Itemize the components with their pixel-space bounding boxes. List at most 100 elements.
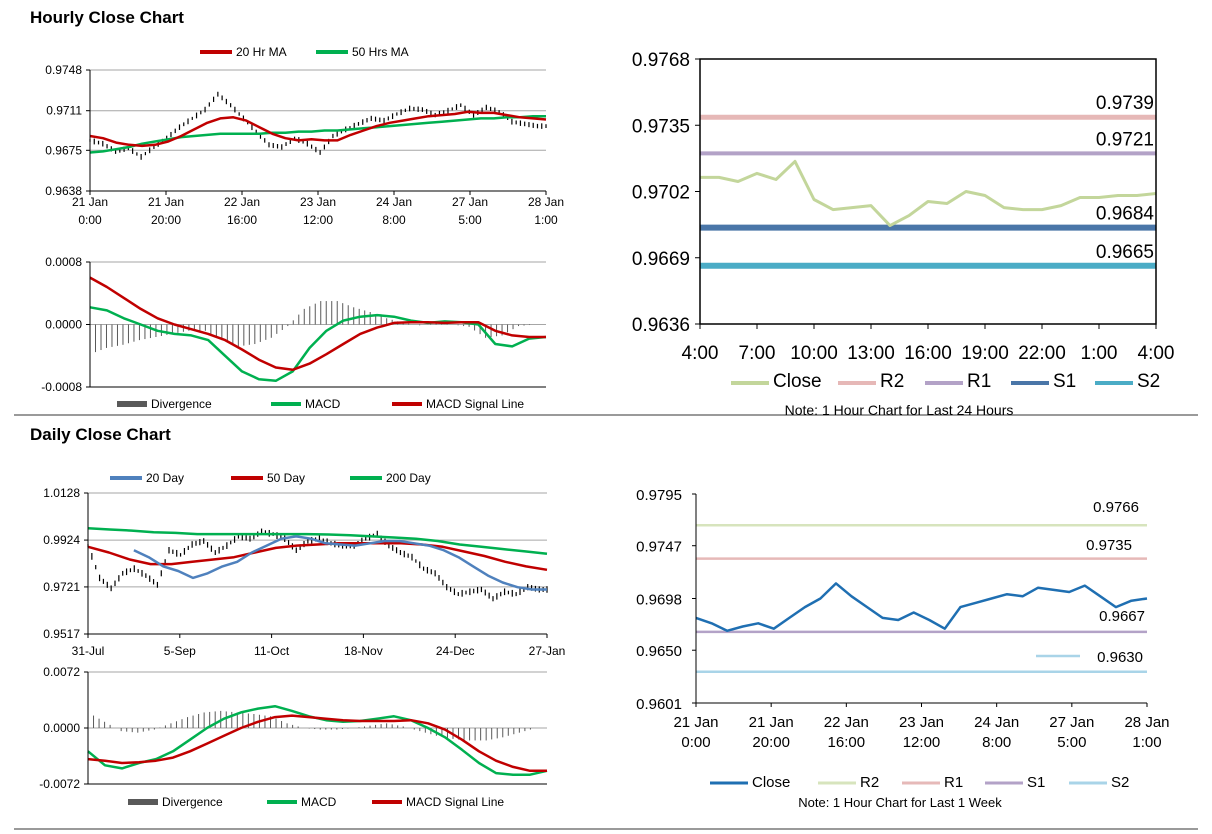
levels-24h-y-tick-label: 0.9702	[632, 183, 690, 204]
week-level-label-s1: 0.9667	[1099, 608, 1145, 625]
levels-week-close-line	[695, 582, 1148, 633]
levels-week-x-tick-label: 21 Jan	[749, 714, 794, 731]
hourly-macd-y-tick-label: 0.0000	[45, 318, 82, 332]
hourly-price-x-tick-label: 5:00	[458, 213, 482, 227]
levels-24h-x-tick-label: 10:00	[790, 343, 838, 364]
daily-macd-y-tick-label: 0.0000	[43, 721, 80, 735]
levels-week-y-tick-label: 0.9698	[636, 592, 682, 609]
daily-price-y-tick-label: 0.9721	[43, 580, 80, 594]
levels-week-y-tick-label: 0.9650	[636, 643, 682, 660]
levels-week-y-tick-label: 0.9601	[636, 696, 682, 713]
levels-24h-legend-label: R2	[880, 371, 904, 392]
daily-price-x-tick-label: 5-Sep	[164, 644, 196, 658]
levels-week-x-tick-label: 27 Jan	[1049, 714, 1094, 731]
hourly-ma50-line	[89, 114, 546, 154]
hourly-macd-y-tick-label: 0.0008	[45, 255, 82, 269]
levels-week-legend-label: Close	[752, 774, 790, 791]
hourly-price-legend-label: 50 Hrs MA	[352, 45, 409, 59]
hourly-price-x-tick-label: 21 Jan	[72, 195, 108, 209]
hourly-macd-y-tick-label: -0.0008	[41, 380, 82, 394]
levels-24h-y-tick-label: 0.9636	[632, 315, 690, 336]
levels-24h-x-tick-label: 22:00	[1018, 343, 1066, 364]
week-level-label-r2: 0.9766	[1093, 499, 1139, 516]
level-label-s1: 0.9684	[1096, 204, 1155, 225]
hourly-macd-legend-label: Divergence	[151, 397, 212, 411]
hourly-price-x-tick-label: 28 Jan	[528, 195, 564, 209]
levels-24h-x-tick-label: 13:00	[847, 343, 895, 364]
levels-week-x-tick-label: 28 Jan	[1124, 714, 1169, 731]
daily-price-x-tick-label: 11-Oct	[254, 644, 290, 658]
daily-macd-legend-label: MACD Signal Line	[406, 795, 504, 809]
levels-week-x-tick-label: 22 Jan	[824, 714, 869, 731]
levels-24h-close-line	[700, 159, 1157, 228]
hourly-ma20-line	[89, 110, 547, 148]
hourly-price-x-tick-label: 22 Jan	[224, 195, 260, 209]
bottom-divider	[14, 828, 1198, 830]
levels-week-x-tick-label: 16:00	[828, 734, 866, 751]
levels-24h-legend-label: S1	[1053, 371, 1076, 392]
levels-week-y-tick-label: 0.9747	[636, 539, 682, 556]
level-label-r1: 0.9721	[1096, 129, 1154, 150]
hourly-price-y-tick-label: 0.9675	[45, 143, 82, 157]
levels-week-note: Note: 1 Hour Chart for Last 1 Week	[798, 795, 1002, 810]
levels-24h-x-tick-label: 4:00	[682, 343, 719, 364]
levels-24h-note: Note: 1 Hour Chart for Last 24 Hours	[785, 402, 1014, 418]
week-level-label-r1: 0.9735	[1086, 537, 1132, 554]
levels-24h-x-tick-label: 19:00	[961, 343, 1009, 364]
levels-week-legend-label: S1	[1027, 774, 1045, 791]
levels-week-legend-label: R1	[944, 774, 963, 791]
daily-price-y-tick-label: 0.9517	[43, 627, 80, 641]
hourly-price-x-tick-label: 21 Jan	[148, 195, 184, 209]
levels-24h-frame	[699, 58, 1157, 325]
daily-macd-y-tick-label: 0.0072	[43, 665, 80, 679]
levels-24h-x-tick-label: 4:00	[1138, 343, 1175, 364]
levels-24h-legend-label: S2	[1137, 371, 1160, 392]
levels-24h-x-tick-label: 7:00	[739, 343, 776, 364]
level-label-r2: 0.9739	[1096, 93, 1154, 114]
hourly-section-title: Hourly Close Chart	[30, 8, 184, 27]
hourly-price-x-tick-label: 0:00	[78, 213, 102, 227]
levels-24h-y-tick-label: 0.9735	[632, 116, 690, 137]
levels-week-x-tick-label: 20:00	[752, 734, 790, 751]
daily-price-y-tick-label: 1.0128	[43, 486, 80, 500]
levels-week-x-tick-label: 5:00	[1057, 734, 1086, 751]
levels-week-x-tick-label: 12:00	[903, 734, 941, 751]
hourly-price-x-tick-label: 24 Jan	[376, 195, 412, 209]
hourly-macd-legend-label: MACD	[305, 397, 341, 411]
hourly-price-x-tick-label: 16:00	[227, 213, 257, 227]
hourly-price-x-tick-label: 12:00	[303, 213, 333, 227]
daily-macd-legend-label: MACD	[301, 795, 337, 809]
levels-24h-y-tick-label: 0.9669	[632, 249, 690, 270]
hourly-price-x-tick-label: 27 Jan	[452, 195, 488, 209]
levels-24h-x-tick-label: 16:00	[904, 343, 952, 364]
hourly-price-x-tick-label: 20:00	[151, 213, 181, 227]
daily-ma200-line	[87, 527, 548, 555]
levels-week-x-tick-label: 0:00	[681, 734, 710, 751]
daily-signal-line	[87, 714, 547, 773]
levels-week-x-tick-label: 1:00	[1132, 734, 1161, 751]
hourly-price-x-tick-label: 23 Jan	[300, 195, 336, 209]
daily-ma20-line	[133, 535, 547, 591]
hourly-macd-legend-label: MACD Signal Line	[426, 397, 524, 411]
daily-price-x-tick-label: 24-Dec	[436, 644, 475, 658]
section-divider	[14, 414, 1198, 416]
levels-24h-x-tick-label: 1:00	[1081, 343, 1118, 364]
daily-price-legend-label: 50 Day	[267, 471, 305, 485]
levels-week-legend-label: S2	[1111, 774, 1129, 791]
daily-price-legend-label: 20 Day	[146, 471, 184, 485]
hourly-price-x-tick-label: 8:00	[382, 213, 406, 227]
hourly-price-y-tick-label: 0.9711	[46, 104, 82, 118]
daily-price-x-tick-label: 18-Nov	[344, 644, 383, 658]
levels-week-y-tick-label: 0.9795	[636, 487, 682, 504]
hourly-price-y-tick-label: 0.9748	[45, 63, 82, 77]
daily-price-y-tick-label: 0.9924	[43, 533, 80, 547]
daily-price-x-tick-label: 27-Jan	[529, 644, 566, 658]
levels-24h-y-tick-label: 0.9768	[632, 50, 690, 71]
daily-price-legend-label: 200 Day	[386, 471, 431, 485]
hourly-price-y-tick-label: 0.9638	[45, 184, 82, 198]
levels-week-x-tick-label: 23 Jan	[899, 714, 944, 731]
level-label-s2: 0.9665	[1096, 242, 1154, 263]
daily-macd-legend-label: Divergence	[162, 795, 223, 809]
hourly-price-x-tick-label: 1:00	[534, 213, 558, 227]
